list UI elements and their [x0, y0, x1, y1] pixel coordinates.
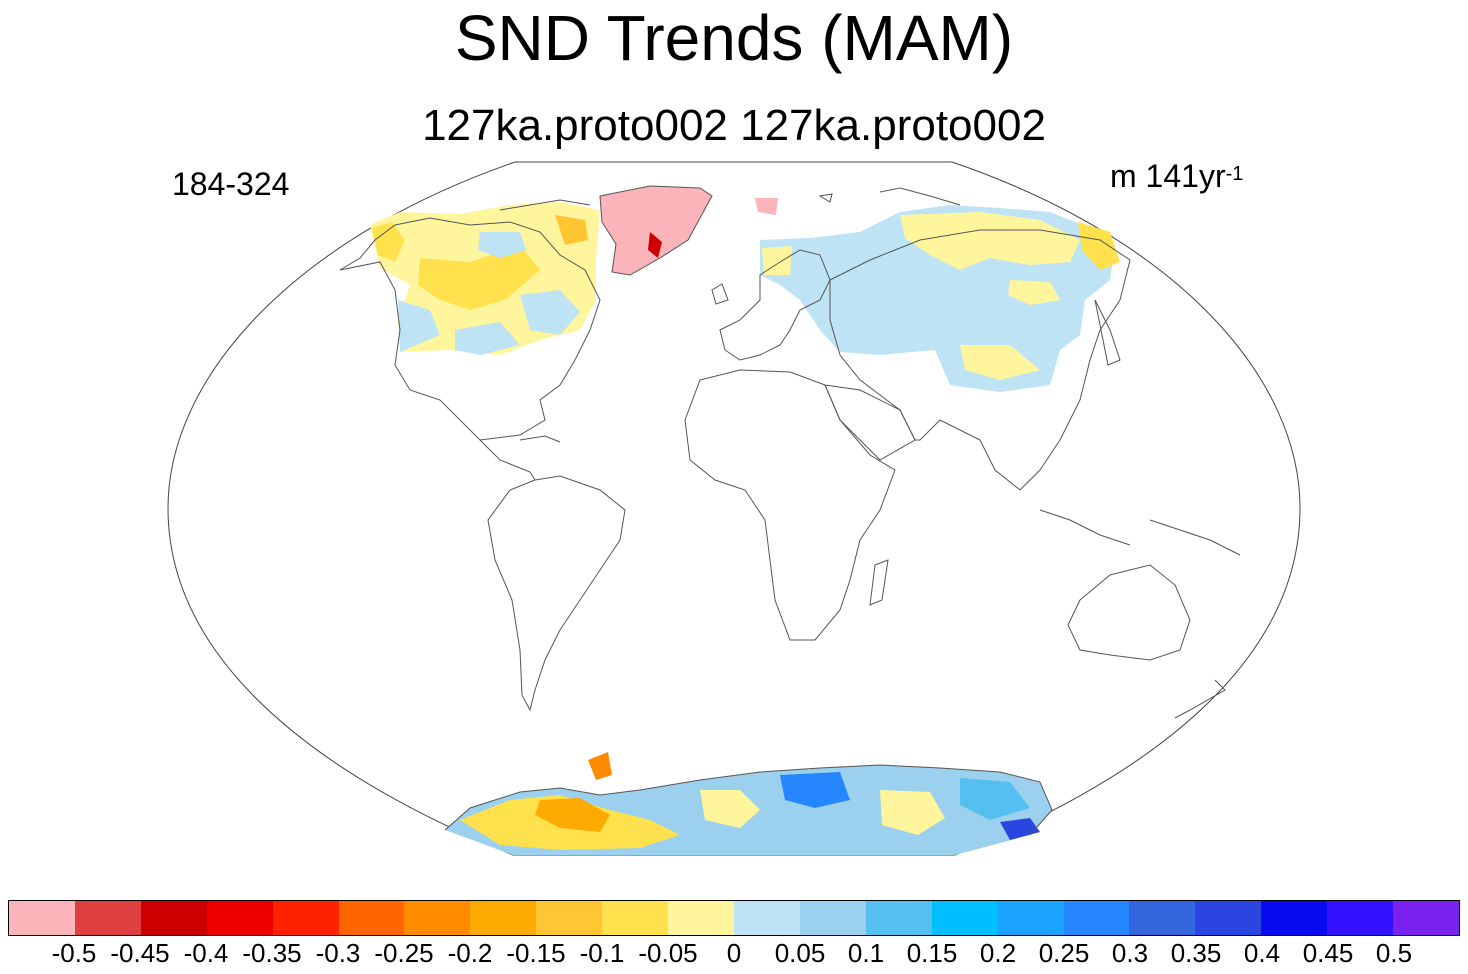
colorbar-box — [74, 901, 141, 935]
colorbar-box — [140, 901, 207, 935]
colorbar-box — [470, 901, 537, 935]
map-title: SND Trends (MAM) — [454, 2, 1014, 74]
colorbar-tick-label: -0.4 — [183, 938, 229, 968]
trend-shading — [370, 186, 1120, 855]
colorbar-tick-label: -0.15 — [506, 938, 566, 968]
units-exponent: -1 — [1225, 163, 1244, 185]
colorbar-box — [668, 901, 734, 935]
colorbar-tick-label: 0 — [726, 938, 742, 968]
colorbar-tick-label: -0.35 — [242, 938, 302, 968]
colorbar-box — [338, 901, 405, 935]
colorbar — [8, 900, 1460, 936]
colorbar-tick-label: 0.4 — [1243, 938, 1281, 968]
colorbar-box — [931, 901, 998, 935]
colorbar-tick-label: -0.2 — [447, 938, 493, 968]
colorbar-tick-label: -0.3 — [315, 938, 361, 968]
colorbar-tick-label: 0.2 — [979, 938, 1017, 968]
colorbar-tick-label: -0.5 — [51, 938, 97, 968]
colorbar-box — [733, 901, 800, 935]
world-map — [167, 161, 1301, 856]
colorbar-box — [1327, 901, 1394, 935]
colorbar-tick-label: 0.45 — [1302, 938, 1354, 968]
colorbar-box — [997, 901, 1064, 935]
colorbar-tick-label: 0.1 — [847, 938, 885, 968]
colorbar-box — [206, 901, 273, 935]
colorbar-box — [536, 901, 603, 935]
colorbar-box — [799, 901, 866, 935]
map-frame — [167, 161, 1301, 856]
colorbar-box — [1393, 901, 1459, 935]
colorbar-box — [9, 901, 75, 935]
colorbar-tick-label: 0.35 — [1170, 938, 1222, 968]
period-label: 184-324 — [172, 166, 290, 202]
colorbar-box — [865, 901, 932, 935]
colorbar-tick-label: -0.1 — [579, 938, 625, 968]
colorbar-box — [1063, 901, 1130, 935]
map-subtitle: 127ka.proto002 127ka.proto002 — [422, 101, 1046, 150]
units-text: m 141yr — [1110, 158, 1226, 194]
coastlines — [339, 185, 1241, 836]
colorbar-tick-label: 0.05 — [774, 938, 826, 968]
colorbar-tick-label: 0.25 — [1038, 938, 1090, 968]
colorbar-box — [404, 901, 471, 935]
colorbar-tick-label: 0.5 — [1375, 938, 1413, 968]
colorbar-tick-label: 0.3 — [1111, 938, 1149, 968]
colorbar-tick-label: 0.15 — [906, 938, 958, 968]
colorbar-tick-label: -0.05 — [638, 938, 698, 968]
colorbar-box — [272, 901, 339, 935]
colorbar-box — [602, 901, 669, 935]
units-label: m 141yr-1 — [1110, 156, 1243, 196]
colorbar-box — [1195, 901, 1262, 935]
colorbar-tick-label: -0.45 — [110, 938, 170, 968]
colorbar-box — [1129, 901, 1196, 935]
colorbar-tick-label: -0.25 — [374, 938, 434, 968]
colorbar-box — [1261, 901, 1328, 935]
